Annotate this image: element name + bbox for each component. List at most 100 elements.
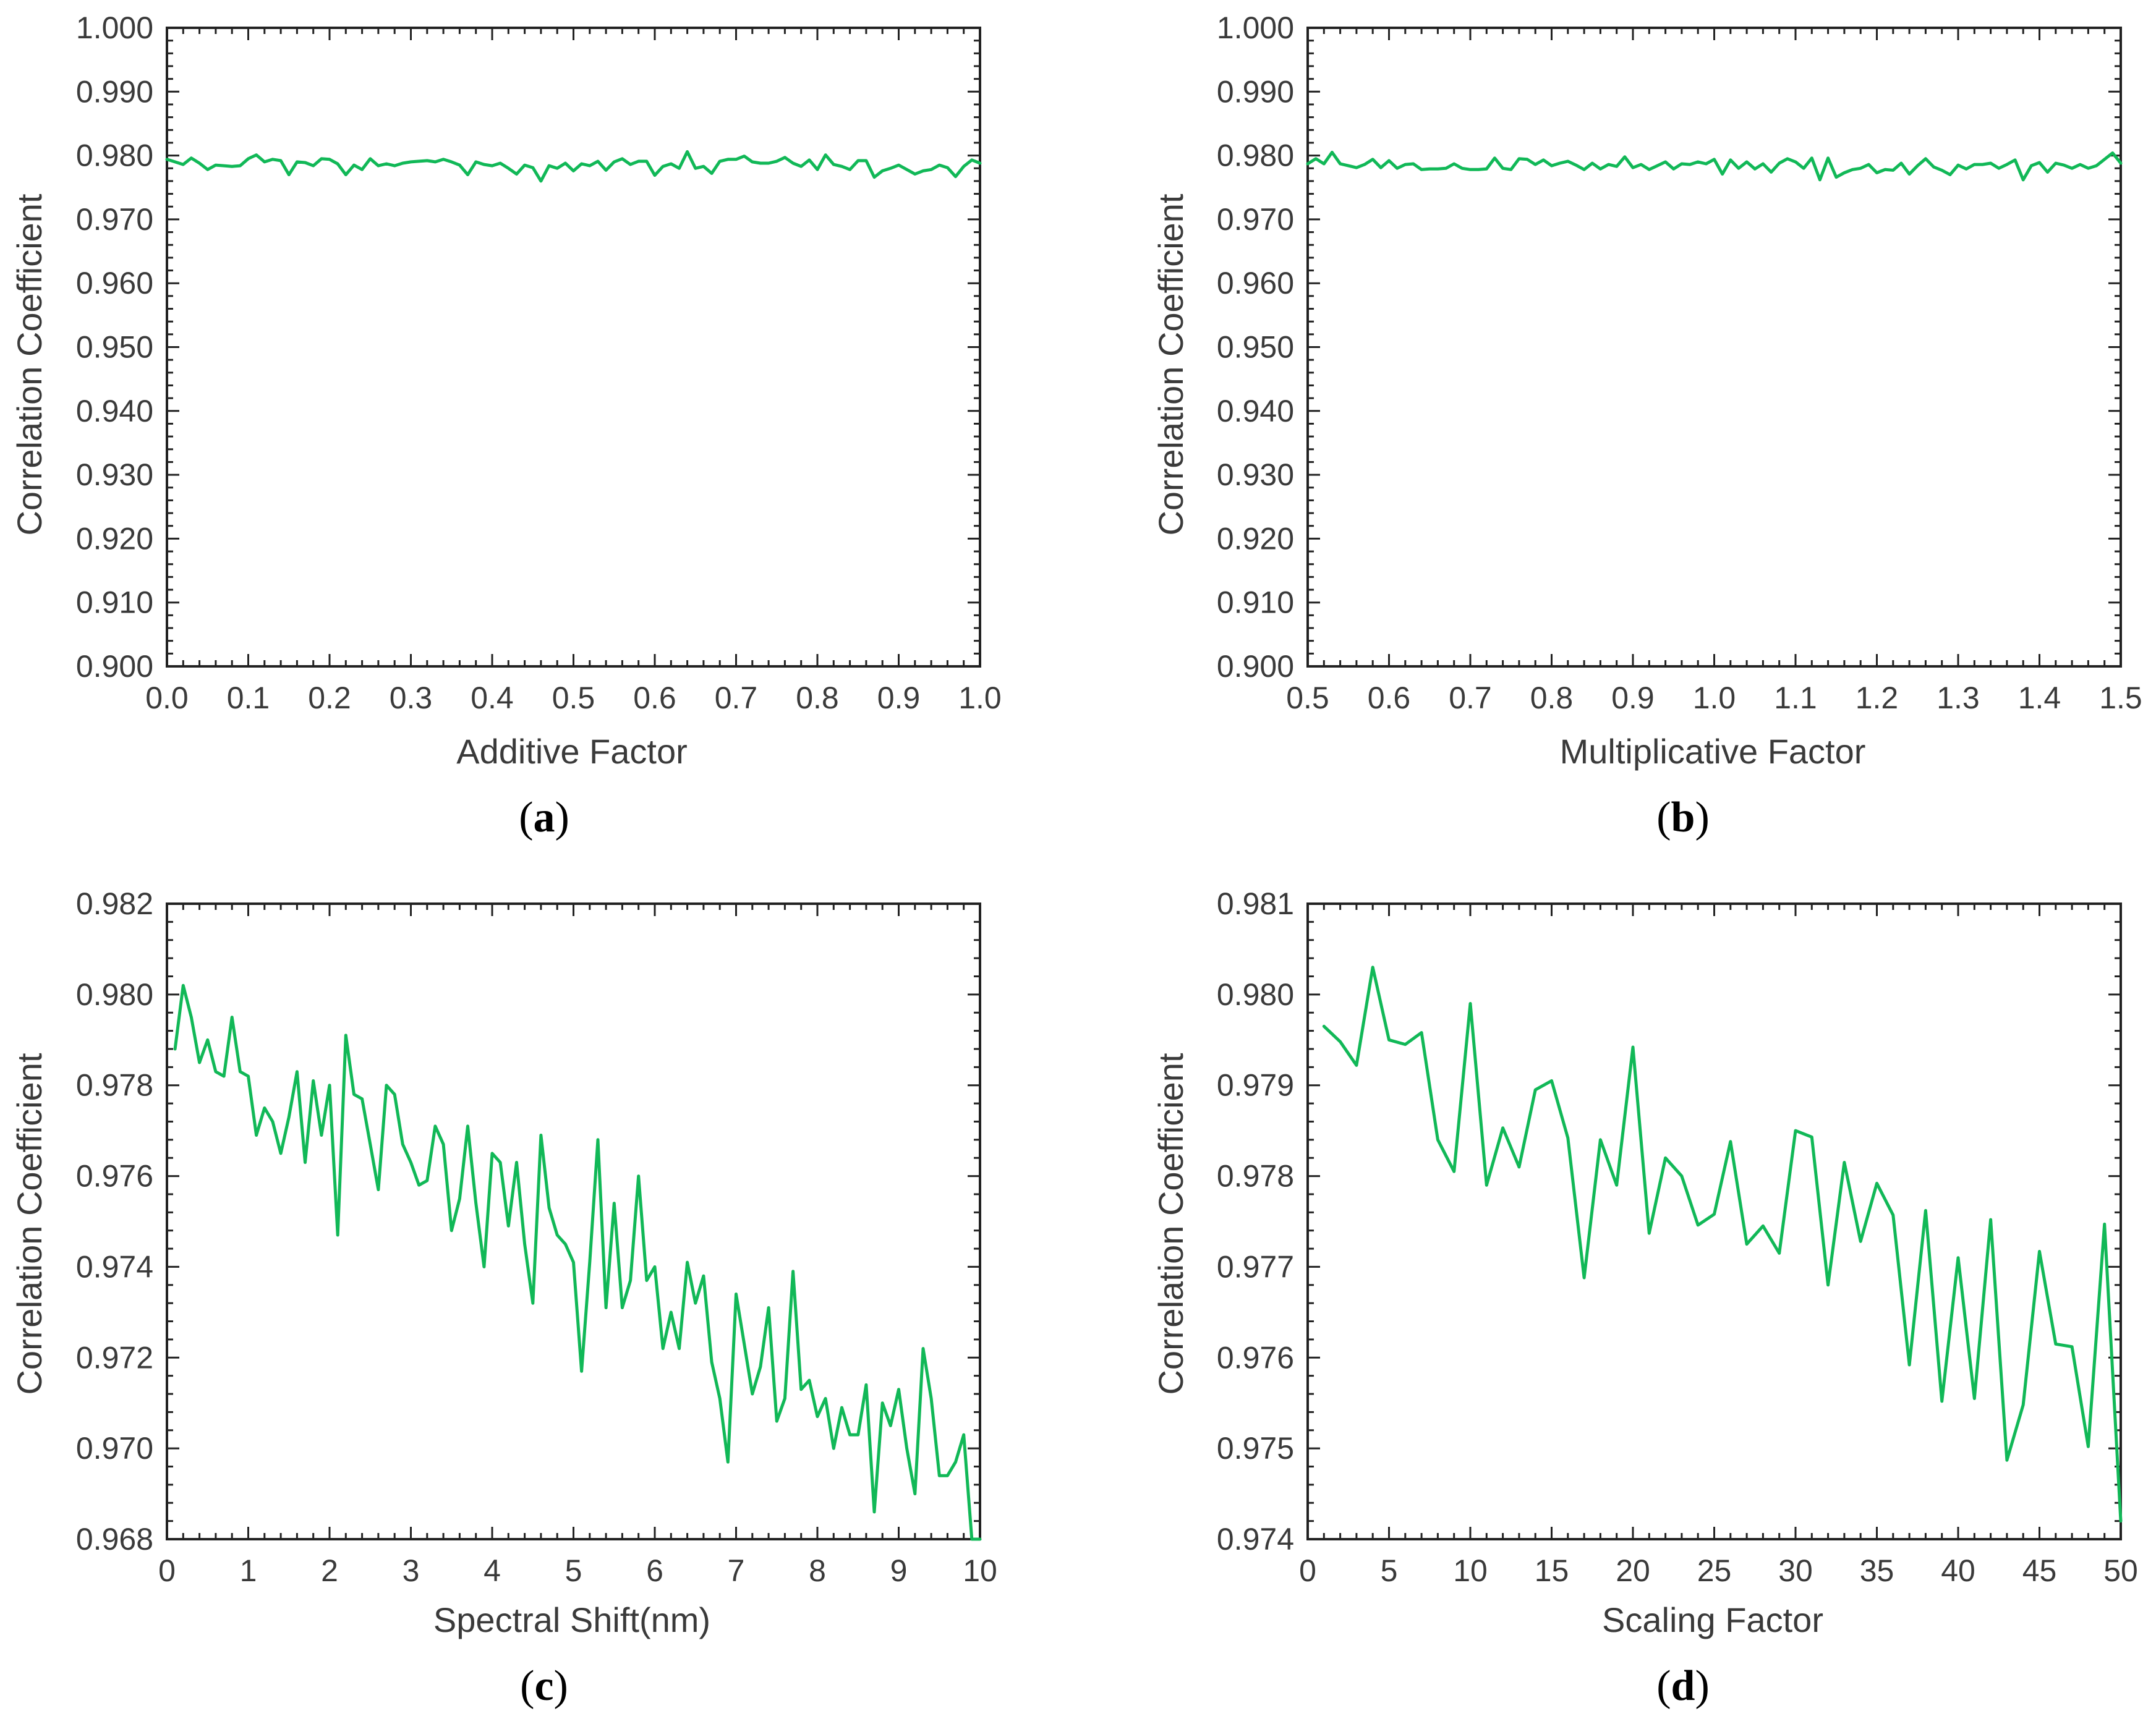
y-tick-label: 0.980 [1217,138,1294,173]
x-tick-label: 6 [646,1553,663,1588]
x-tick-label: 0.4 [471,681,514,715]
panel-c-frame [166,902,981,1540]
panel-a-xlabel: Additive Factor [456,732,688,771]
y-tick-label: 0.920 [76,521,153,556]
panel-c-letter: c [534,1662,553,1710]
y-tick-label: 0.930 [76,457,153,492]
x-tick-label: 0.9 [1611,681,1655,715]
panel-b-series-correlation [1306,150,2123,182]
y-tick-label: 0.960 [1217,266,1294,300]
y-tick-label: 0.972 [76,1340,153,1375]
panel-c-ylabel: Correlation Coefficient [10,1053,49,1395]
panel-a-frame [166,27,981,668]
y-tick-label: 0.980 [76,138,153,173]
x-tick-label: 1.2 [1856,681,1899,715]
y-tick-label: 0.975 [1217,1431,1294,1466]
panel-d-plot-area: 0 5 10 15 20 25 30 35 40 45 50 0.974 0.975 0.976 0.977… [1217,886,2138,1588]
y-tick-label: 1.000 [1217,11,1294,45]
y-tick-label: 0.950 [76,330,153,365]
x-tick-label: 15 [1535,1553,1569,1588]
x-tick-label: 0.6 [633,681,676,715]
panel-c-series-correlation [173,983,982,1541]
y-tick-label: 0.990 [1217,74,1294,109]
x-tick-label: 0.7 [715,681,758,715]
x-tick-label: 1.3 [1937,681,1980,715]
x-tick-label: 1.4 [2018,681,2061,715]
x-tick-label: 5 [1381,1553,1398,1588]
y-tick-label: 0.980 [1217,977,1294,1012]
panel-d-frame [1306,902,2122,1540]
panel-d-caption: (d) [1656,1662,1710,1710]
x-tick-label: 30 [1778,1553,1813,1588]
x-tick-label: 5 [565,1553,582,1588]
x-tick-label: 0.0 [145,681,189,715]
panel-b-ylabel: Correlation Coefficient [1151,193,1190,535]
x-tick-label: 4 [484,1553,501,1588]
panel-d-series-correlation [1322,966,2123,1523]
y-tick-label: 0.974 [76,1249,153,1284]
panel-a-letter: a [534,794,555,841]
y-tick-label: 0.940 [1217,394,1294,428]
x-tick-label: 10 [963,1553,997,1588]
panel-d-ylabel: Correlation Coefficient [1151,1053,1190,1395]
x-tick-label: 10 [1453,1553,1488,1588]
x-tick-label: 45 [2022,1553,2057,1588]
y-tick-label: 0.920 [1217,521,1294,556]
y-tick-label: 0.910 [1217,585,1294,620]
x-tick-label: 0.6 [1368,681,1411,715]
y-tick-label: 0.976 [1217,1340,1294,1375]
panel-a-series-correlation [165,150,982,183]
x-tick-label: 0 [158,1553,176,1588]
x-tick-label: 1.0 [1693,681,1736,715]
y-tick-label: 0.910 [76,585,153,620]
panel-b-xlabel: Multiplicative Factor [1560,732,1866,771]
y-tick-label: 0.976 [76,1159,153,1194]
y-tick-label: 0.900 [76,649,153,684]
panel-c-caption: (c) [520,1662,568,1710]
x-tick-label: 0.2 [308,681,351,715]
panel-a: 0.0 0.1 0.2 0.3 0.4 0.5 0.6 0.7 0.8 0.9 1.0 0.900 0.… [10,11,1002,841]
y-tick-label: 0.950 [1217,330,1294,365]
x-tick-label: 35 [1860,1553,1894,1588]
panel-b-letter: b [1671,794,1695,841]
y-tick-label: 0.978 [76,1068,153,1103]
panel-a-caption: (a) [519,794,569,841]
y-tick-label: 0.982 [76,886,153,921]
panel-c: 0 1 2 3 4 5 6 7 8 9 10 0.968 0.970 0.972 0.974 0.976 0.9… [10,886,997,1710]
y-tick-label: 0.981 [1217,886,1294,921]
x-tick-label: 1.1 [1774,681,1817,715]
x-tick-label: 0.8 [796,681,839,715]
x-tick-label: 9 [890,1553,908,1588]
panel-b-plot-area: 0.5 0.6 0.7 0.8 0.9 1.0 1.1 1.2 1.3 1.4 1.5 0.900 0.… [1217,11,2142,715]
y-tick-label: 0.980 [76,977,153,1012]
panel-b-caption: (b) [1656,794,1710,841]
panel-d-xlabel: Scaling Factor [1602,1600,1823,1639]
x-tick-label: 0.5 [1286,681,1329,715]
panel-a-plot-area: 0.0 0.1 0.2 0.3 0.4 0.5 0.6 0.7 0.8 0.9 1.0 0.900 0.… [76,11,1002,715]
panel-c-plot-area: 0 1 2 3 4 5 6 7 8 9 10 0.968 0.970 0.972 0.974 0.976 0.9… [76,886,997,1588]
x-tick-label: 40 [1941,1553,1975,1588]
y-tick-label: 0.970 [76,202,153,237]
x-tick-label: 0.1 [227,681,270,715]
y-tick-label: 0.990 [76,74,153,109]
x-tick-label: 3 [403,1553,420,1588]
x-tick-label: 25 [1697,1553,1732,1588]
y-tick-label: 0.960 [76,266,153,300]
y-tick-label: 0.900 [1217,649,1294,684]
y-tick-label: 1.000 [76,11,153,45]
x-tick-label: 0.5 [552,681,595,715]
y-tick-label: 0.974 [1217,1522,1294,1556]
y-tick-label: 0.979 [1217,1068,1294,1103]
x-tick-label: 1.0 [958,681,1002,715]
y-tick-label: 0.977 [1217,1249,1294,1284]
y-tick-label: 0.970 [76,1431,153,1466]
y-tick-label: 0.968 [76,1522,153,1556]
x-tick-label: 1 [240,1553,257,1588]
panel-b: 0.5 0.6 0.7 0.8 0.9 1.0 1.1 1.2 1.3 1.4 1.5 0.900 0.… [1151,11,2142,841]
x-tick-label: 0.7 [1449,681,1492,715]
x-tick-label: 50 [2103,1553,2138,1588]
panel-c-xlabel: Spectral Shift(nm) [433,1600,710,1639]
panel-a-ylabel: Correlation Coefficient [10,193,49,535]
x-tick-label: 0.9 [877,681,921,715]
